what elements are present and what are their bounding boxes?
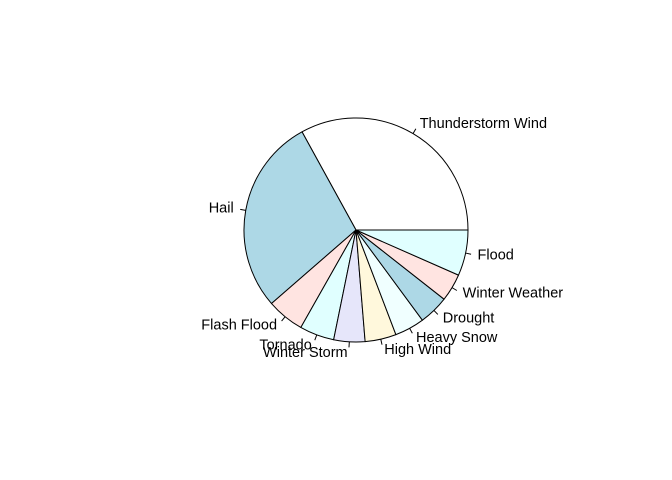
label-tick-flash-flood [281, 316, 286, 322]
slice-label-heavy-snow: Heavy Snow [416, 330, 498, 346]
label-tick-thunderstorm-wind [412, 128, 417, 134]
label-tick-heavy-snow [409, 328, 413, 334]
slice-label-tornado: Tornado [259, 337, 311, 353]
slice-label-flood: Flood [478, 247, 514, 263]
slice-label-winter-weather: Winter Weather [463, 285, 564, 301]
slices-layer [243, 117, 469, 343]
slice-label-high-wind: High Wind [384, 342, 451, 358]
slice-label-hail: Hail [209, 200, 234, 216]
label-tick-drought [433, 310, 439, 315]
pie-slice-hail [243, 131, 357, 305]
label-tick-flood [465, 252, 472, 255]
slice-label-drought: Drought [443, 310, 495, 326]
slice-label-winter-storm: Winter Storm [263, 345, 348, 361]
label-ticks-layer [240, 128, 472, 348]
slice-label-flash-flood: Flash Flood [201, 317, 277, 333]
label-tick-hail [240, 208, 246, 211]
pie-slice-thunderstorm-wind [301, 117, 469, 231]
label-tick-high-wind [380, 339, 383, 345]
label-tick-winter-weather [451, 287, 458, 291]
slice-label-thunderstorm-wind: Thunderstorm Wind [420, 116, 547, 132]
label-tick-tornado [314, 334, 318, 341]
